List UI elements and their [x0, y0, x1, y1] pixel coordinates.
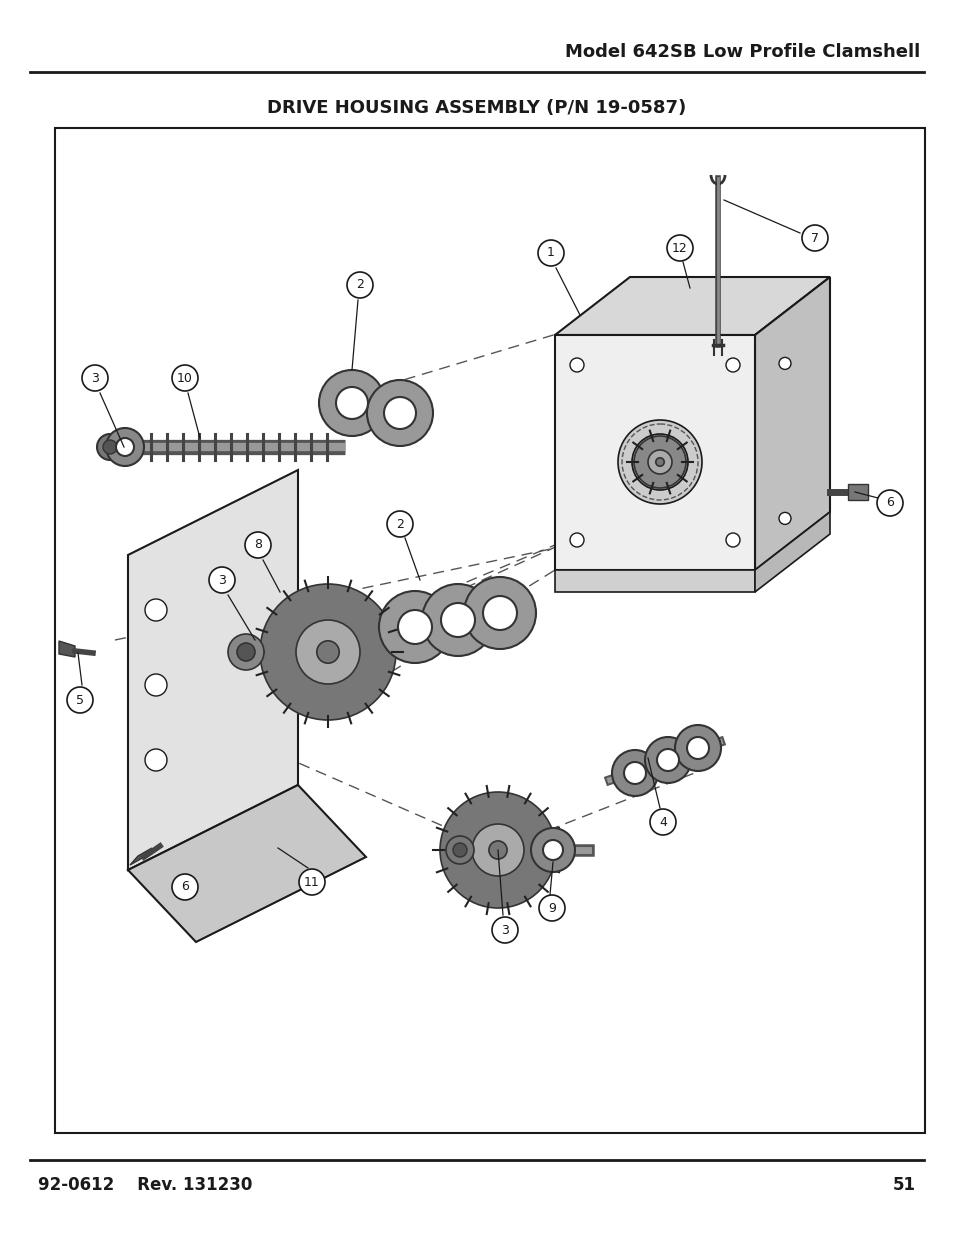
Text: 11: 11 [304, 876, 319, 888]
Polygon shape [555, 571, 754, 592]
Polygon shape [128, 785, 366, 942]
Circle shape [67, 687, 92, 713]
Circle shape [172, 366, 198, 391]
Text: 6: 6 [181, 881, 189, 893]
Circle shape [318, 370, 385, 436]
Circle shape [647, 450, 671, 474]
Text: 8: 8 [253, 538, 262, 552]
Circle shape [686, 737, 708, 760]
Text: 2: 2 [355, 279, 363, 291]
Circle shape [440, 603, 475, 637]
Circle shape [387, 511, 413, 537]
Text: 12: 12 [672, 242, 687, 254]
Circle shape [612, 750, 658, 797]
Polygon shape [754, 277, 829, 571]
Circle shape [631, 433, 687, 490]
Circle shape [634, 436, 685, 488]
Text: 4: 4 [659, 815, 666, 829]
Circle shape [295, 620, 359, 684]
Circle shape [103, 440, 117, 454]
Circle shape [649, 809, 676, 835]
Circle shape [97, 433, 123, 459]
Text: 3: 3 [218, 573, 226, 587]
Circle shape [675, 725, 720, 771]
Circle shape [145, 599, 167, 621]
Text: Model 642SB Low Profile Clamshell: Model 642SB Low Profile Clamshell [564, 43, 919, 61]
Text: 3: 3 [91, 372, 99, 384]
Circle shape [725, 534, 740, 547]
Circle shape [644, 737, 690, 783]
Circle shape [145, 748, 167, 771]
Circle shape [298, 869, 325, 895]
Bar [847, 484, 867, 500]
Circle shape [618, 420, 701, 504]
Circle shape [347, 272, 373, 298]
Circle shape [260, 584, 395, 720]
Circle shape [569, 534, 583, 547]
Circle shape [245, 532, 271, 558]
Circle shape [531, 827, 575, 872]
Circle shape [538, 895, 564, 921]
Polygon shape [128, 471, 297, 869]
Text: 6: 6 [885, 496, 893, 510]
Circle shape [145, 674, 167, 697]
Text: 92-0612    Rev. 131230: 92-0612 Rev. 131230 [38, 1176, 253, 1194]
Text: 7: 7 [810, 231, 818, 245]
Polygon shape [130, 848, 152, 864]
Circle shape [228, 634, 264, 671]
Circle shape [106, 429, 144, 466]
Text: 51: 51 [892, 1176, 915, 1194]
Circle shape [384, 396, 416, 429]
Text: 3: 3 [500, 924, 508, 936]
Circle shape [463, 577, 536, 650]
Circle shape [657, 748, 679, 771]
Circle shape [779, 513, 790, 525]
Circle shape [779, 357, 790, 369]
Text: 5: 5 [76, 694, 84, 706]
Circle shape [453, 844, 467, 857]
Circle shape [655, 458, 663, 466]
Circle shape [82, 366, 108, 391]
Circle shape [209, 567, 234, 593]
Text: DRIVE HOUSING ASSEMBLY (P/N 19-0587): DRIVE HOUSING ASSEMBLY (P/N 19-0587) [267, 99, 686, 117]
Text: 10: 10 [177, 372, 193, 384]
Polygon shape [59, 641, 75, 657]
Circle shape [876, 490, 902, 516]
Circle shape [335, 387, 368, 419]
Circle shape [116, 438, 133, 456]
Circle shape [421, 584, 494, 656]
Circle shape [623, 762, 645, 784]
Circle shape [725, 358, 740, 372]
Circle shape [645, 448, 673, 475]
Polygon shape [555, 335, 754, 571]
Circle shape [439, 792, 556, 908]
Circle shape [378, 592, 451, 663]
Circle shape [537, 240, 563, 266]
Bar [55, 128, 924, 1132]
Circle shape [446, 836, 474, 864]
Circle shape [236, 643, 254, 661]
Text: 2: 2 [395, 517, 403, 531]
Circle shape [666, 235, 692, 261]
Circle shape [472, 824, 523, 876]
Text: 1: 1 [546, 247, 555, 259]
Circle shape [801, 225, 827, 251]
Circle shape [488, 841, 507, 860]
Circle shape [367, 380, 433, 446]
Circle shape [397, 610, 432, 643]
Circle shape [569, 358, 583, 372]
Circle shape [492, 918, 517, 944]
Circle shape [542, 840, 562, 860]
Polygon shape [754, 513, 829, 592]
Polygon shape [555, 277, 829, 335]
Circle shape [172, 874, 198, 900]
Circle shape [482, 597, 517, 630]
Text: 9: 9 [547, 902, 556, 914]
Circle shape [316, 641, 339, 663]
